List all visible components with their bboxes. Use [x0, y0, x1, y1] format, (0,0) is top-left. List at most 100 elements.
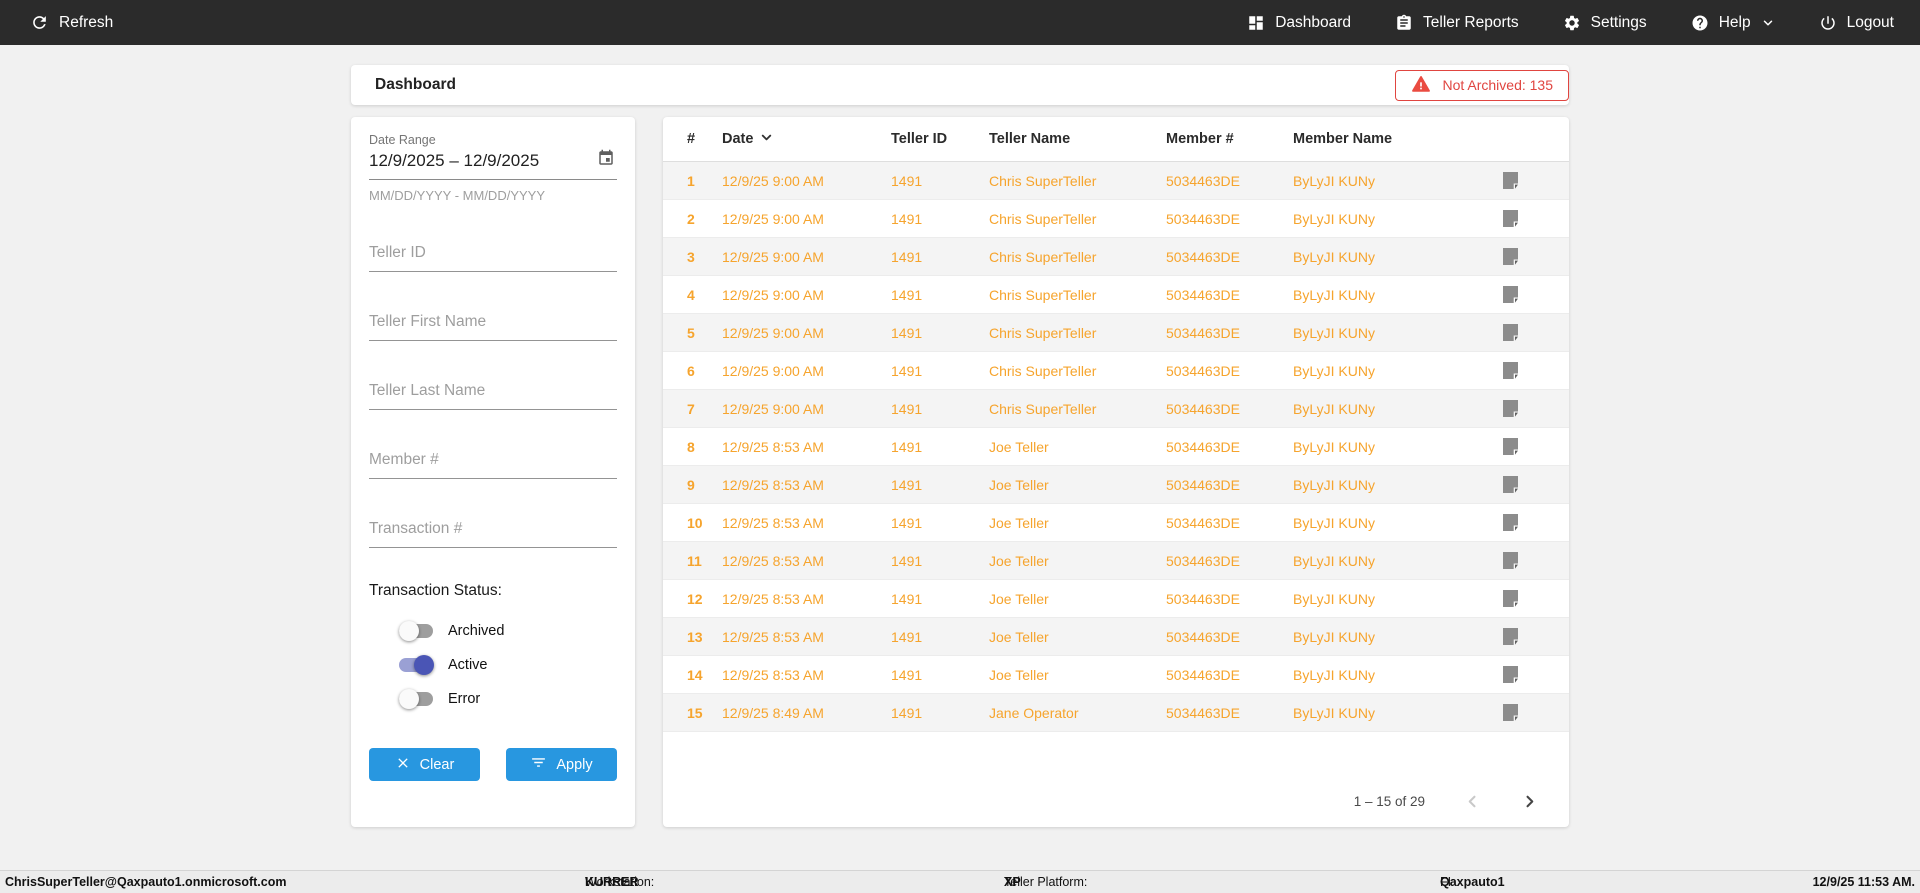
transaction-number-input[interactable]: [369, 516, 617, 548]
note-icon[interactable]: [1475, 248, 1545, 265]
refresh-icon: [30, 13, 49, 32]
apply-button[interactable]: Apply: [506, 748, 617, 781]
cell-member-name: ByLyJI KUNy: [1293, 362, 1375, 379]
calendar-icon[interactable]: [597, 149, 615, 172]
note-icon[interactable]: [1475, 552, 1545, 569]
note-icon[interactable]: [1475, 172, 1545, 189]
date-range-field[interactable]: Date Range 12/9/2025 – 12/9/2025 MM/DD/Y…: [369, 133, 617, 203]
row-number: 15: [687, 704, 703, 721]
cell-teller-id: 1491: [891, 438, 923, 455]
cell-date: 12/9/25 8:53 AM: [722, 628, 824, 645]
cell-date: 12/9/25 8:53 AM: [722, 590, 824, 607]
refresh-button[interactable]: Refresh: [30, 13, 113, 32]
col-teller-name: Teller Name: [989, 131, 1071, 147]
row-number: 10: [687, 514, 703, 531]
row-number: 1: [687, 172, 695, 189]
table-row[interactable]: 6 12/9/25 9:00 AM 1491 Chris SuperTeller 503…: [663, 352, 1569, 390]
toggle-active[interactable]: Active: [399, 648, 617, 682]
nav-settings-label: Settings: [1590, 13, 1647, 31]
cell-date: 12/9/25 8:53 AM: [722, 666, 824, 683]
note-icon[interactable]: [1475, 514, 1545, 531]
table-header-row: # Date Teller ID Teller Name Member # Me…: [663, 117, 1569, 162]
toggle-switch[interactable]: [399, 655, 435, 675]
row-number: 11: [687, 552, 702, 569]
note-icon[interactable]: [1475, 438, 1545, 455]
col-member-name: Member Name: [1293, 131, 1393, 147]
nav-teller-reports[interactable]: Teller Reports: [1395, 14, 1519, 32]
dashboard-icon: [1247, 14, 1265, 32]
cell-teller-id: 1491: [891, 704, 923, 721]
note-icon[interactable]: [1475, 704, 1545, 721]
note-icon[interactable]: [1475, 628, 1545, 645]
cell-member-name: ByLyJI KUNy: [1293, 248, 1375, 265]
cell-date: 12/9/25 9:00 AM: [722, 210, 824, 227]
row-number: 4: [687, 286, 695, 303]
cell-member-num: 5034463DE: [1166, 590, 1240, 607]
cell-member-name: ByLyJI KUNy: [1293, 552, 1375, 569]
table-row[interactable]: 8 12/9/25 8:53 AM 1491 Joe Teller 5034463DE B…: [663, 428, 1569, 466]
table-row[interactable]: 7 12/9/25 9:00 AM 1491 Chris SuperTeller 503…: [663, 390, 1569, 428]
teller-id-input[interactable]: [369, 240, 617, 272]
table-row[interactable]: 4 12/9/25 9:00 AM 1491 Chris SuperTeller 503…: [663, 276, 1569, 314]
toggle-label: Active: [448, 657, 488, 673]
cell-teller-name: Chris SuperTeller: [989, 248, 1097, 265]
cell-member-name: ByLyJI KUNy: [1293, 210, 1375, 227]
nav-dashboard-label: Dashboard: [1275, 13, 1352, 31]
cell-teller-id: 1491: [891, 400, 923, 417]
nav-logout[interactable]: Logout: [1819, 14, 1894, 32]
nav-settings[interactable]: Settings: [1563, 14, 1647, 32]
note-icon[interactable]: [1475, 666, 1545, 683]
note-icon[interactable]: [1475, 400, 1545, 417]
next-page-button[interactable]: [1520, 792, 1539, 811]
table-row[interactable]: 1 12/9/25 9:00 AM 1491 Chris SuperTeller 503…: [663, 162, 1569, 200]
table-row[interactable]: 13 12/9/25 8:53 AM 1491 Joe Teller 5034463DE…: [663, 618, 1569, 656]
table-row[interactable]: 9 12/9/25 8:53 AM 1491 Joe Teller 5034463DE B…: [663, 466, 1569, 504]
cell-teller-name: Chris SuperTeller: [989, 400, 1097, 417]
cell-teller-id: 1491: [891, 590, 923, 607]
nav-logout-label: Logout: [1846, 13, 1894, 31]
table-row[interactable]: 14 12/9/25 8:53 AM 1491 Joe Teller 5034463DE…: [663, 656, 1569, 694]
nav-dashboard[interactable]: Dashboard: [1247, 14, 1351, 32]
toggle-label: Archived: [448, 623, 505, 639]
prev-page-button[interactable]: [1463, 792, 1482, 811]
cell-member-num: 5034463DE: [1166, 666, 1240, 683]
table-row[interactable]: 5 12/9/25 9:00 AM 1491 Chris SuperTeller 503…: [663, 314, 1569, 352]
note-icon[interactable]: [1475, 476, 1545, 493]
table-row[interactable]: 12 12/9/25 8:53 AM 1491 Joe Teller 5034463DE…: [663, 580, 1569, 618]
cell-teller-id: 1491: [891, 286, 923, 303]
cell-member-name: ByLyJI KUNy: [1293, 476, 1375, 493]
table-row[interactable]: 11 12/9/25 8:53 AM 1491 Joe Teller 5034463DE…: [663, 542, 1569, 580]
row-number: 9: [687, 476, 695, 493]
sort-desc-icon: [759, 130, 774, 149]
table-row[interactable]: 15 12/9/25 8:49 AM 1491 Jane Operator 503446…: [663, 694, 1569, 732]
note-icon[interactable]: [1475, 362, 1545, 379]
col-date-sort[interactable]: Date: [722, 130, 891, 149]
cell-member-name: ByLyJI KUNy: [1293, 590, 1375, 607]
teller-first-name-input[interactable]: [369, 309, 617, 341]
refresh-label: Refresh: [59, 13, 114, 31]
toggle-switch[interactable]: [399, 621, 435, 641]
toggle-archived[interactable]: Archived: [399, 614, 617, 648]
table-row[interactable]: 3 12/9/25 9:00 AM 1491 Chris SuperTeller 503…: [663, 238, 1569, 276]
cell-member-num: 5034463DE: [1166, 286, 1240, 303]
note-icon[interactable]: [1475, 286, 1545, 303]
note-icon[interactable]: [1475, 324, 1545, 341]
cell-teller-id: 1491: [891, 362, 923, 379]
note-icon[interactable]: [1475, 210, 1545, 227]
cell-member-name: ByLyJI KUNy: [1293, 514, 1375, 531]
col-member-num: Member #: [1166, 131, 1234, 147]
clear-button[interactable]: Clear: [369, 748, 480, 781]
cell-teller-name: Joe Teller: [989, 552, 1049, 569]
nav-help[interactable]: Help: [1691, 14, 1775, 32]
toggle-error[interactable]: Error: [399, 682, 617, 716]
cell-date: 12/9/25 8:53 AM: [722, 476, 824, 493]
member-number-input[interactable]: [369, 447, 617, 479]
cell-member-name: ByLyJI KUNy: [1293, 400, 1375, 417]
note-icon[interactable]: [1475, 590, 1545, 607]
table-row[interactable]: 2 12/9/25 9:00 AM 1491 Chris SuperTeller 503…: [663, 200, 1569, 238]
page-header-card: Dashboard Not Archived: 135: [351, 65, 1569, 105]
teller-last-name-input[interactable]: [369, 378, 617, 410]
date-range-value[interactable]: 12/9/2025 – 12/9/2025: [369, 150, 540, 170]
table-row[interactable]: 10 12/9/25 8:53 AM 1491 Joe Teller 5034463DE…: [663, 504, 1569, 542]
toggle-switch[interactable]: [399, 689, 435, 709]
